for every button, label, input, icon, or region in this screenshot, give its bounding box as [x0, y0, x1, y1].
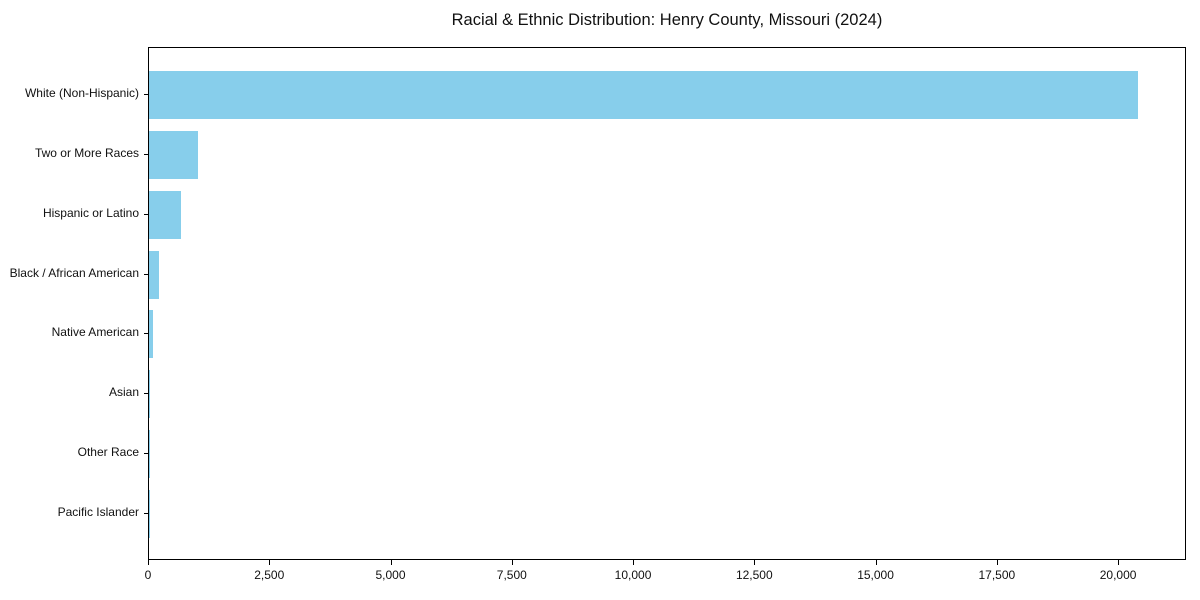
x-axis-tick [390, 560, 392, 565]
y-tick-label: Black / African American [9, 265, 139, 280]
y-axis-labels: White (Non-Hispanic) Two or More Races His… [0, 47, 148, 560]
bar [149, 131, 198, 179]
x-axis-tick [511, 560, 513, 565]
y-axis-tick [144, 273, 148, 275]
x-axis-tick [1118, 560, 1120, 565]
x-axis-tick [996, 560, 998, 565]
x-tick-label: 15,000 [857, 568, 894, 582]
y-axis-tick [144, 154, 148, 156]
y-axis-tick [144, 512, 148, 514]
x-axis: 0 2,500 5,000 7,500 10,000 12,500 15,000 17,500… [145, 560, 1186, 600]
y-tick-label: Pacific Islander [57, 504, 139, 519]
x-tick-label: 12,500 [735, 568, 773, 582]
y-axis-tick [144, 393, 148, 395]
bar [149, 250, 159, 299]
y-tick-label: Other Race [77, 444, 139, 459]
x-axis-tick [148, 560, 149, 565]
bar [149, 190, 182, 239]
bar [149, 71, 1138, 120]
x-tick-label: 7,500 [496, 568, 527, 582]
chart-title: Racial & Ethnic Distribution: Henry Coun… [451, 11, 883, 29]
y-tick-label: Asian [108, 385, 139, 400]
x-axis-tick [269, 560, 271, 565]
x-tick-label: 5,000 [375, 568, 406, 582]
y-tick-label: Two or More Races [34, 146, 139, 161]
x-axis-tick [875, 560, 877, 565]
y-tick-label: Native American [51, 325, 139, 340]
x-tick-label: 10,000 [614, 568, 652, 582]
bar [149, 370, 151, 419]
y-axis-tick [144, 213, 148, 215]
y-axis-tick [144, 94, 148, 96]
y-tick-label: White (Non-Hispanic) [24, 86, 139, 101]
bar [149, 310, 154, 359]
bar [149, 430, 150, 478]
x-axis-tick [633, 560, 635, 565]
y-axis-tick [144, 333, 148, 335]
plot-area [148, 47, 1186, 560]
y-tick-label: Hispanic or Latino [42, 205, 139, 220]
x-axis-tick [754, 560, 756, 565]
x-tick-label: 20,000 [1099, 568, 1137, 582]
x-tick-label: 17,500 [978, 568, 1016, 582]
x-tick-label: 2,500 [254, 568, 285, 582]
y-axis-tick [144, 452, 148, 454]
x-tick-label: 0 [144, 568, 152, 582]
